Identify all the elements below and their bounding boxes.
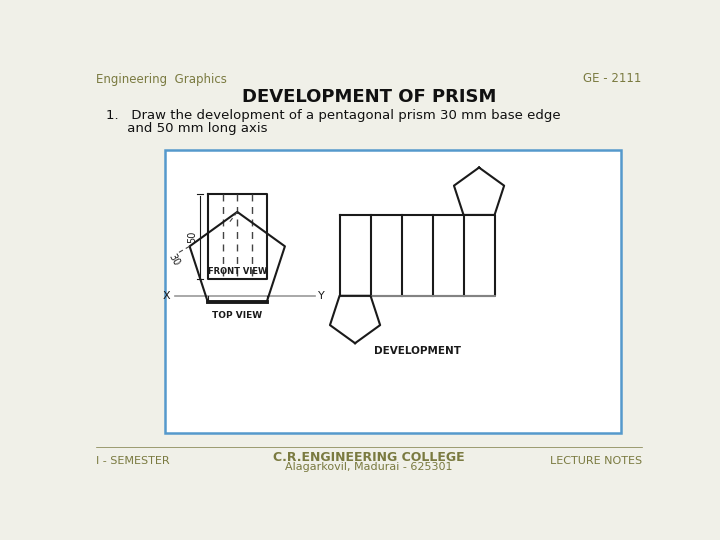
Text: LECTURE NOTES: LECTURE NOTES: [549, 456, 642, 466]
Text: 30: 30: [167, 252, 181, 268]
Text: Y: Y: [318, 291, 325, 301]
Text: Alagarkovil, Madurai - 625301: Alagarkovil, Madurai - 625301: [285, 462, 453, 472]
Text: C.R.ENGINEERING COLLEGE: C.R.ENGINEERING COLLEGE: [273, 451, 465, 464]
Text: DEVELOPMENT OF PRISM: DEVELOPMENT OF PRISM: [242, 88, 496, 106]
Text: 1.   Draw the development of a pentagonal prism 30 mm base edge: 1. Draw the development of a pentagonal …: [106, 110, 560, 123]
Text: X: X: [163, 291, 171, 301]
Text: TOP VIEW: TOP VIEW: [212, 311, 262, 320]
Text: and 50 mm long axis: and 50 mm long axis: [106, 122, 267, 135]
Text: DEVELOPMENT: DEVELOPMENT: [374, 346, 461, 356]
Text: I - SEMESTER: I - SEMESTER: [96, 456, 170, 466]
Bar: [165, 150, 621, 433]
Text: 50: 50: [187, 231, 197, 242]
Text: FRONT VIEW: FRONT VIEW: [207, 267, 267, 276]
Text: Engineering  Graphics: Engineering Graphics: [96, 72, 227, 85]
Text: GE - 2111: GE - 2111: [583, 72, 642, 85]
